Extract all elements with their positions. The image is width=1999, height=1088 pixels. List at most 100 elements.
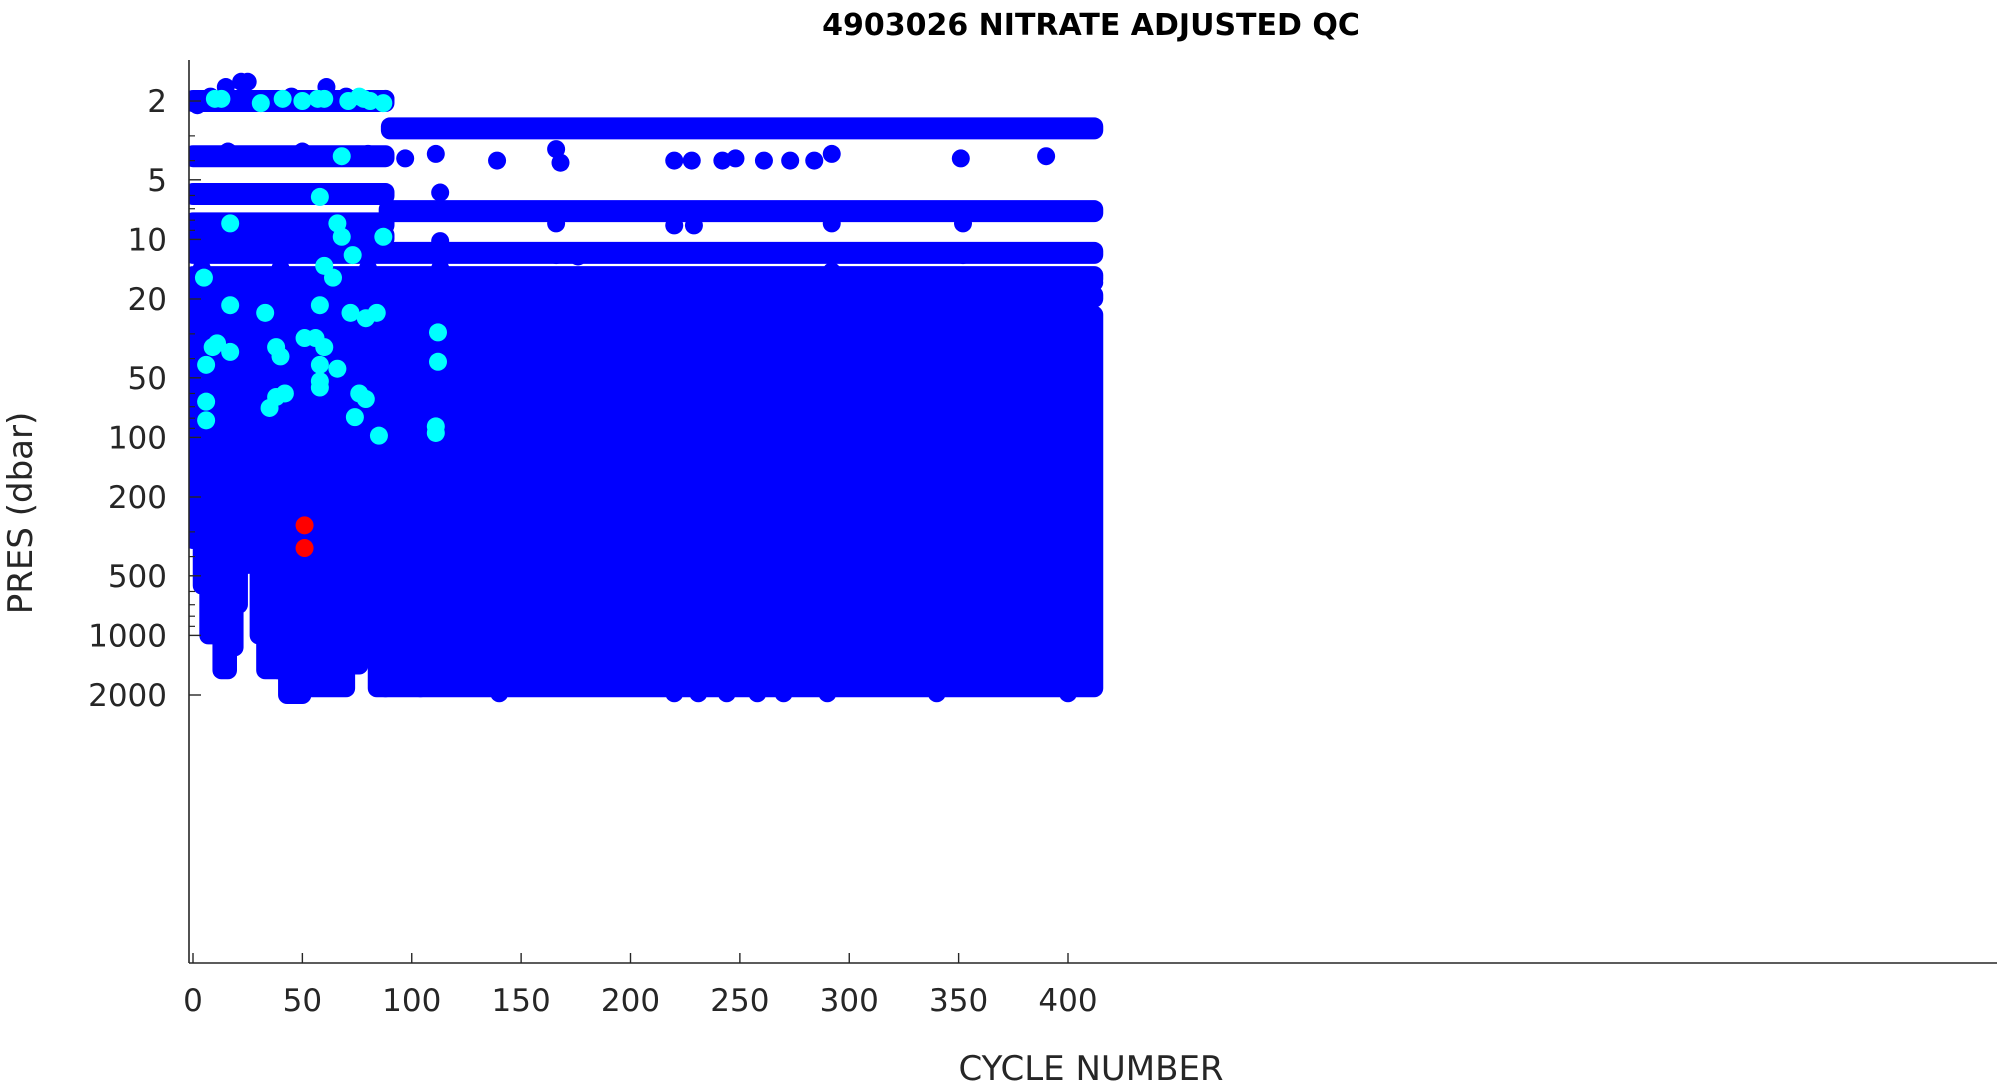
data-point-blue (717, 684, 736, 703)
data-point-blue (547, 246, 566, 265)
data-point-blue (754, 151, 773, 170)
axes: 0 50 100 150 200 250 300 350 400 2 5 10 20 50 100 200 50… (88, 60, 1997, 1019)
data-point-cyan (197, 411, 216, 430)
y-tick-label: 500 (108, 559, 167, 595)
y-tick-label: 5 (147, 163, 167, 199)
sample-band (378, 200, 1104, 223)
data-point-blue (805, 151, 824, 170)
data-point-cyan (356, 390, 375, 409)
data-point-blue (240, 147, 259, 166)
data-point-blue (954, 246, 972, 265)
data-point-blue (190, 214, 209, 233)
x-tick-label: 0 (183, 983, 203, 1019)
data-point-blue (547, 140, 566, 159)
sample-band (189, 266, 1104, 289)
data-point-blue (726, 149, 745, 168)
data-point-blue (271, 185, 290, 204)
data-point-cyan (315, 338, 334, 357)
data-point-cyan (260, 398, 279, 417)
data-point-blue (315, 228, 334, 247)
data-point-blue (359, 144, 377, 163)
data-marks (189, 72, 1104, 704)
data-point-blue (748, 684, 767, 703)
data-point-blue (431, 259, 450, 278)
data-point-blue (189, 147, 207, 166)
data-point-red (295, 516, 314, 535)
y-tick-label: 1000 (88, 618, 167, 654)
y-tick-label: 20 (128, 282, 167, 318)
data-point-blue (954, 214, 972, 233)
data-point-cyan (221, 214, 240, 233)
data-point-blue (431, 280, 450, 299)
data-point-blue (682, 151, 701, 170)
data-point-blue (818, 684, 837, 703)
y-tick-label: 100 (108, 420, 167, 456)
data-point-blue (431, 183, 450, 202)
data-point-blue (192, 285, 211, 304)
x-tick-label: 150 (492, 983, 551, 1019)
data-point-cyan (315, 89, 334, 108)
data-point-blue (1037, 147, 1056, 166)
y-tick-label: 2000 (88, 678, 167, 714)
data-point-blue (822, 262, 841, 281)
data-point-blue (490, 684, 509, 703)
data-point-blue (293, 214, 312, 233)
data-point-blue (426, 144, 445, 163)
data-point-cyan (332, 147, 351, 166)
data-point-blue (293, 142, 312, 161)
data-point-cyan (310, 378, 329, 397)
data-point-blue (1085, 273, 1104, 292)
data-point-cyan (374, 94, 393, 113)
data-point-blue (227, 185, 246, 204)
data-point-cyan (221, 342, 240, 361)
data-point-cyan (328, 359, 347, 378)
data-point-cyan (221, 296, 240, 315)
data-point-cyan (273, 89, 292, 108)
data-point-cyan (197, 355, 216, 374)
x-tick-label: 400 (1038, 983, 1097, 1019)
data-point-blue (684, 216, 703, 235)
x-tick-label: 250 (710, 983, 769, 1019)
y-axis-label: PRES (dbar) (1, 412, 41, 615)
data-point-cyan (369, 426, 388, 445)
data-point-cyan (310, 296, 329, 315)
data-point-cyan (345, 408, 364, 427)
x-tick-label: 100 (382, 983, 441, 1019)
y-tick-label: 10 (128, 222, 167, 258)
data-point-cyan (343, 246, 362, 265)
data-point-blue (431, 232, 450, 251)
data-point-cyan (271, 347, 290, 366)
data-point-blue (569, 247, 587, 266)
data-point-cyan (310, 355, 329, 374)
data-point-cyan (194, 268, 213, 287)
data-point-blue (547, 285, 566, 304)
data-point-blue (547, 214, 566, 233)
data-point-blue (665, 151, 684, 170)
data-point-blue (376, 213, 395, 232)
data-point-blue (1059, 684, 1077, 703)
data-point-blue (359, 185, 377, 204)
data-point-blue (359, 259, 377, 278)
data-point-cyan (256, 303, 275, 322)
data-point-blue (1059, 285, 1077, 304)
data-point-cyan (293, 92, 312, 110)
x-tick-label: 300 (820, 983, 879, 1019)
x-tick-label: 350 (929, 983, 988, 1019)
data-point-blue (219, 142, 237, 161)
data-point-blue (822, 214, 841, 233)
data-point-cyan (324, 268, 342, 287)
chart-title: 4903026 NITRATE ADJUSTED QC (822, 8, 1360, 43)
data-point-blue (396, 149, 415, 168)
data-point-cyan (429, 323, 447, 342)
data-point-cyan (203, 338, 222, 357)
data-point-blue (551, 153, 570, 172)
data-point-blue (951, 149, 970, 168)
data-point-blue (488, 151, 507, 170)
data-point-cyan (429, 352, 447, 371)
data-point-cyan (374, 227, 393, 246)
data-point-blue (822, 144, 841, 163)
y-tick-label: 200 (108, 480, 167, 516)
data-point-blue (190, 228, 209, 247)
data-point-blue (376, 285, 395, 304)
